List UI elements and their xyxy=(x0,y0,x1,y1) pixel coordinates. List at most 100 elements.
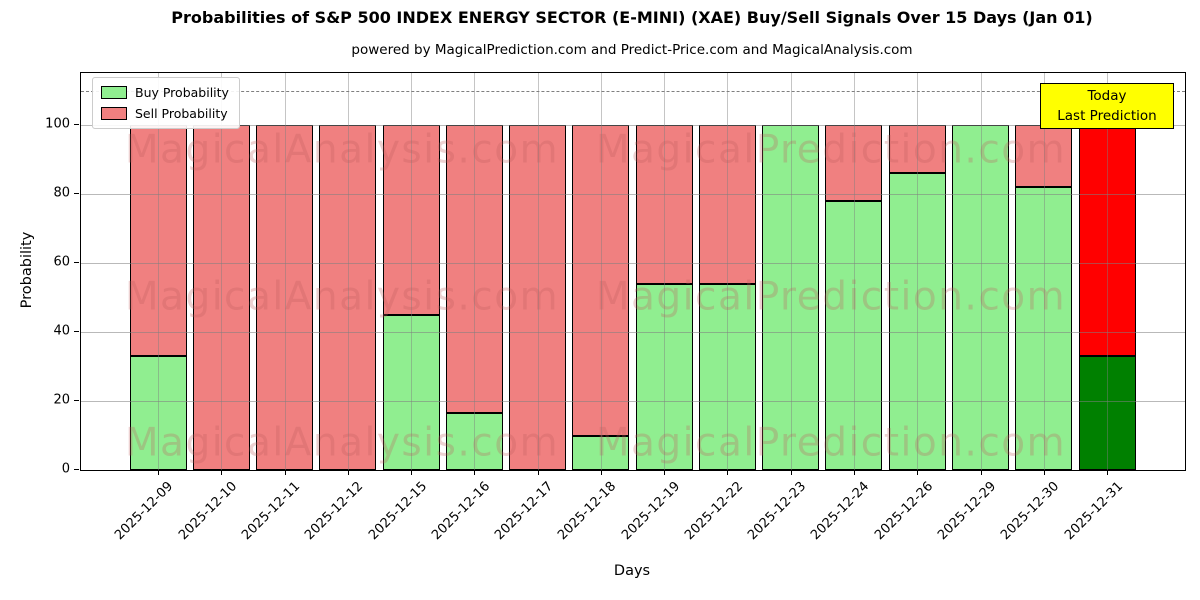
v-gridline xyxy=(347,73,349,470)
v-gridline xyxy=(727,73,729,470)
watermark-text: MagicalAnalysis.com xyxy=(124,127,560,173)
x-tick-label: 2025-12-15 xyxy=(365,479,430,544)
legend-label: Sell Probability xyxy=(135,106,228,121)
x-tick-label: 2025-12-29 xyxy=(935,479,1000,544)
y-axis-label: Probability xyxy=(19,231,35,309)
legend-row-buy: Buy Probability xyxy=(101,85,229,100)
x-tick-label: 2025-12-17 xyxy=(492,479,557,544)
bar-sell-segment xyxy=(509,125,567,470)
y-tick-label: 80 xyxy=(53,185,70,201)
v-gridline xyxy=(790,73,792,470)
x-tick xyxy=(537,470,539,475)
bar-sell-segment xyxy=(256,125,314,470)
x-tick xyxy=(474,470,476,475)
watermark-text: MagicalAnalysis.com xyxy=(124,274,560,320)
v-gridline xyxy=(537,73,539,470)
legend-row-sell: Sell Probability xyxy=(101,106,229,121)
chart-title: Probabilities of S&P 500 INDEX ENERGY SE… xyxy=(171,8,1093,27)
y-tick xyxy=(74,193,79,194)
buy-legend-swatch xyxy=(101,86,127,99)
y-tick xyxy=(74,400,79,401)
bar-buy-segment xyxy=(952,125,1009,470)
y-tick xyxy=(74,262,79,263)
y-tick xyxy=(74,124,79,125)
x-tick-label: 2025-12-19 xyxy=(618,479,683,544)
x-tick-label: 2025-12-31 xyxy=(1061,479,1126,544)
bar-sell-segment xyxy=(445,125,503,414)
h-gridline xyxy=(81,125,1185,126)
x-tick xyxy=(1043,470,1045,475)
v-gridline xyxy=(917,73,919,470)
bar-buy-segment xyxy=(1015,187,1073,470)
bar-buy-segment xyxy=(572,435,630,470)
v-gridline xyxy=(664,73,666,470)
x-tick xyxy=(1107,470,1109,475)
v-gridline xyxy=(474,73,476,470)
legend-label: Buy Probability xyxy=(135,85,229,100)
bar-sell-segment xyxy=(572,125,630,436)
x-tick-label: 2025-12-30 xyxy=(998,479,1063,544)
x-tick-label: 2025-12-18 xyxy=(555,479,620,544)
v-gridline xyxy=(284,73,286,470)
x-tick-label: 2025-12-09 xyxy=(112,479,177,544)
y-tick-label: 20 xyxy=(53,392,70,408)
x-tick xyxy=(727,470,729,475)
x-tick xyxy=(411,470,413,475)
x-axis-label: Days xyxy=(613,563,651,579)
bar-sell-segment xyxy=(698,125,756,284)
bar-sell-segment xyxy=(825,125,883,201)
x-tick xyxy=(347,470,349,475)
bar-buy-segment xyxy=(825,200,883,470)
h-gridline xyxy=(81,401,1185,402)
today-annotation: Today Last Prediction xyxy=(1040,83,1174,129)
bar-sell-segment xyxy=(129,125,187,357)
y-tick xyxy=(74,469,79,470)
v-gridline xyxy=(980,73,982,470)
bar-sell-segment xyxy=(382,125,440,315)
y-tick xyxy=(74,331,79,332)
h-gridline xyxy=(81,194,1185,195)
bar-buy-segment xyxy=(445,413,503,470)
v-gridline xyxy=(1107,73,1109,470)
bar-sell-segment xyxy=(192,125,250,470)
x-tick-label: 2025-12-10 xyxy=(175,479,240,544)
watermark-text: MagicalPrediction.com xyxy=(595,420,1067,466)
watermark-text: MagicalPrediction.com xyxy=(595,127,1067,173)
plot-area: Buy Probability Sell Probability Today La… xyxy=(80,72,1186,475)
bar-buy-segment xyxy=(888,173,946,470)
bar-sell-segment xyxy=(635,125,693,284)
x-tick xyxy=(600,470,602,475)
y-tick-label: 100 xyxy=(45,116,70,132)
x-tick xyxy=(221,470,223,475)
x-tick xyxy=(790,470,792,475)
chart-subtitle: powered by MagicalPrediction.com and Pre… xyxy=(351,42,913,58)
v-gridline xyxy=(411,73,413,470)
h-gridline xyxy=(81,263,1185,264)
x-tick xyxy=(284,470,286,475)
v-gridline xyxy=(600,73,602,470)
bar-buy-segment xyxy=(635,283,693,470)
bar-buy-segment xyxy=(698,283,756,470)
bar-buy-segment xyxy=(1078,356,1136,470)
dashed-threshold-line xyxy=(81,90,1185,92)
bar-buy-segment xyxy=(382,314,440,470)
v-gridline xyxy=(158,73,159,470)
x-tick-label: 2025-12-11 xyxy=(239,479,304,544)
x-tick-label: 2025-12-23 xyxy=(745,479,810,544)
y-tick-label: 60 xyxy=(53,254,70,270)
x-tick-label: 2025-12-12 xyxy=(302,479,367,544)
x-tick xyxy=(917,470,919,475)
x-tick-label: 2025-12-16 xyxy=(428,479,493,544)
x-tick-label: 2025-12-26 xyxy=(871,479,936,544)
today-annotation-line2: Last Prediction xyxy=(1057,108,1157,124)
y-tick-label: 0 xyxy=(61,461,70,477)
bar-buy-segment xyxy=(762,125,820,470)
y-tick-label: 40 xyxy=(53,323,70,339)
bar-buy-segment xyxy=(129,356,187,470)
x-tick xyxy=(158,470,159,475)
v-gridline xyxy=(221,73,223,470)
legend: Buy Probability Sell Probability xyxy=(92,77,240,129)
bar-sell-segment xyxy=(319,125,377,470)
h-gridline xyxy=(81,332,1185,333)
